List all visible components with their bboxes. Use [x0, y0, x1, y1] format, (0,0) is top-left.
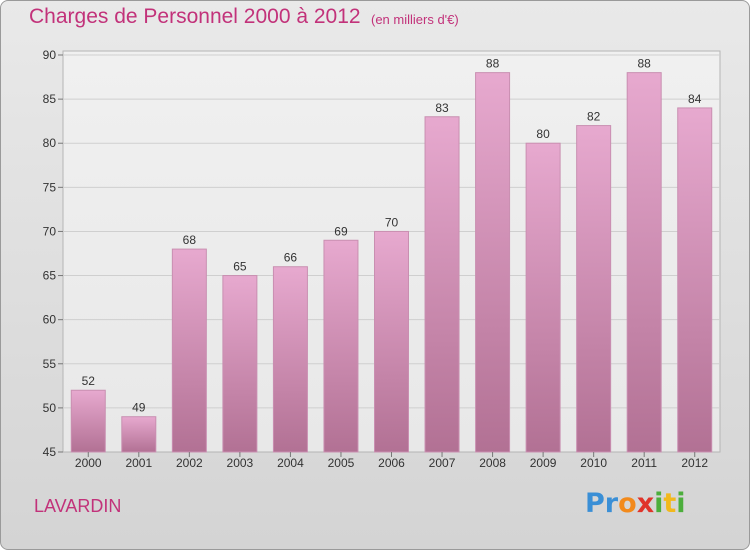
data-label: 68	[183, 233, 197, 247]
data-label: 88	[486, 57, 500, 71]
bar-2011[interactable]	[626, 72, 662, 453]
bar-2000[interactable]	[70, 389, 106, 453]
logo-letter: i	[654, 488, 664, 519]
data-label: 65	[233, 260, 247, 274]
y-tick-label: 60	[43, 313, 57, 327]
y-tick-label: 55	[43, 357, 57, 371]
logo-letter: x	[636, 488, 655, 519]
logo-letter: i	[676, 488, 686, 519]
x-tick-label: 2004	[277, 456, 304, 470]
y-tick-label: 90	[43, 48, 57, 62]
data-label: 80	[536, 127, 550, 141]
logo-letter: o	[618, 488, 637, 519]
logo-letter: r	[604, 488, 619, 519]
data-label: 84	[688, 92, 702, 106]
bar-2002[interactable]	[171, 248, 207, 453]
data-label: 49	[132, 401, 146, 415]
data-label: 52	[82, 374, 96, 388]
chart-title: Charges de Personnel 2000 à 2012	[29, 5, 361, 28]
y-tick-label: 85	[43, 92, 57, 106]
proxiti-logo[interactable]: Proxiti	[585, 488, 686, 519]
y-tick-label: 80	[43, 136, 57, 150]
x-tick-label: 2005	[328, 456, 355, 470]
logo-letter: t	[663, 488, 677, 519]
bar-2010[interactable]	[576, 125, 612, 453]
y-tick-label: 45	[43, 445, 57, 459]
x-tick-label: 2007	[429, 456, 456, 470]
x-tick-label: 2009	[530, 456, 557, 470]
x-tick-label: 2002	[176, 456, 203, 470]
bar-2003[interactable]	[222, 275, 258, 453]
x-tick-label: 2001	[125, 456, 152, 470]
x-tick-label: 2012	[681, 456, 708, 470]
logo-letter: P	[585, 488, 605, 519]
bar-2009[interactable]	[525, 142, 561, 453]
bar-2006[interactable]	[374, 230, 409, 453]
x-tick-label: 2008	[479, 456, 506, 470]
y-tick-label: 70	[43, 224, 57, 238]
data-label: 66	[284, 251, 298, 265]
x-axis: 2000 2001 2002 2003 2004 2005 2006 2007 2008 2009…	[75, 452, 708, 470]
x-tick-label: 2000	[75, 456, 102, 470]
data-label: 69	[334, 224, 348, 238]
chart-subtitle: (en milliers d'€)	[371, 12, 459, 27]
x-tick-label: 2006	[378, 456, 405, 470]
data-label: 83	[435, 101, 449, 115]
bar-2004[interactable]	[272, 266, 308, 453]
y-tick-label: 75	[43, 180, 57, 194]
bar-2007[interactable]	[424, 116, 460, 453]
y-tick-label: 50	[43, 401, 57, 415]
data-label: 70	[385, 215, 399, 229]
data-label: 82	[587, 110, 601, 124]
commune-name: LAVARDIN	[34, 496, 122, 516]
bar-2008[interactable]	[475, 72, 511, 453]
data-label: 88	[638, 57, 652, 71]
y-axis: 45 50 55 60 65 70 75 80 85 90	[43, 48, 63, 459]
y-tick-label: 65	[43, 269, 57, 283]
bar-2005[interactable]	[323, 239, 359, 453]
x-tick-label: 2003	[227, 456, 254, 470]
x-tick-label: 2011	[631, 456, 657, 470]
bar-2012[interactable]	[677, 107, 713, 453]
bars: 52 49 68 65 66 69 70 83 88 80 82 88 84	[70, 57, 713, 453]
bar-2001[interactable]	[121, 416, 157, 453]
x-tick-label: 2010	[580, 456, 607, 470]
